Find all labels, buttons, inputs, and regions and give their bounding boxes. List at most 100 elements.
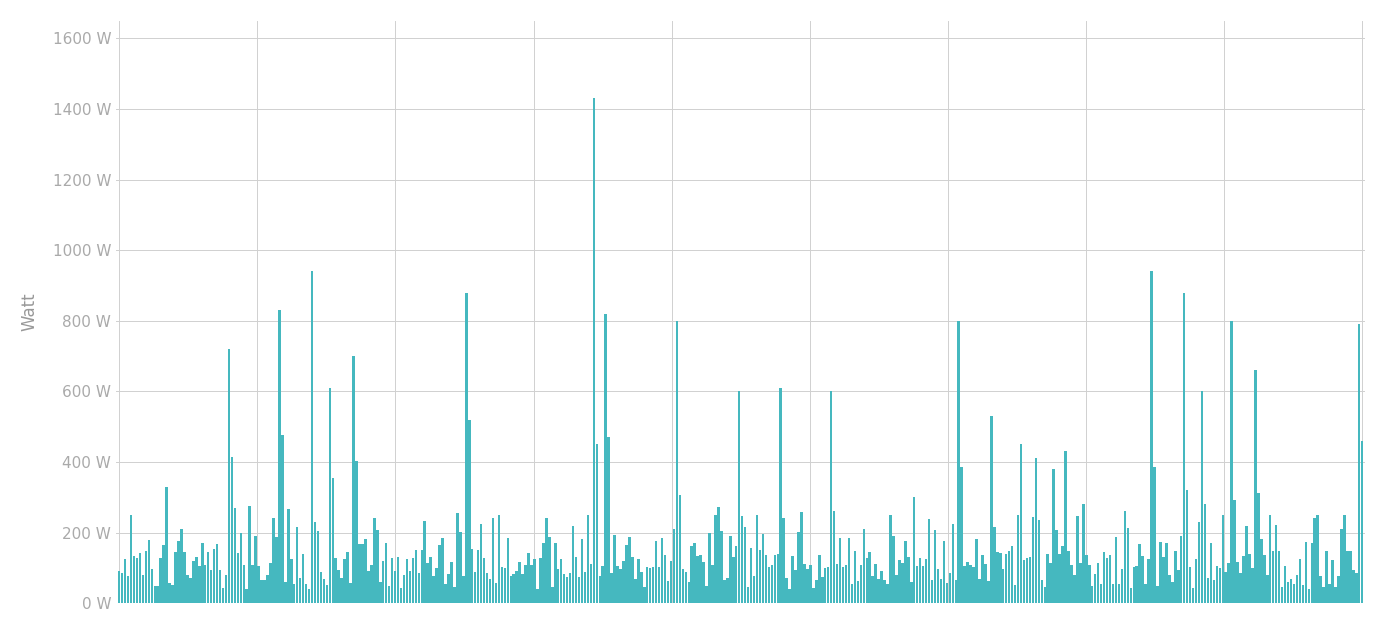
Bar	[1231, 321, 1234, 603]
Bar	[890, 515, 891, 603]
Bar	[818, 556, 821, 603]
Bar	[147, 540, 150, 603]
Bar	[1070, 565, 1073, 603]
Bar	[1263, 555, 1265, 603]
Bar	[462, 576, 464, 603]
Bar	[1124, 511, 1127, 603]
Bar	[284, 582, 287, 603]
Bar	[518, 562, 521, 603]
Bar	[1317, 515, 1319, 603]
Bar	[1062, 546, 1064, 603]
Bar	[276, 537, 277, 603]
Bar	[237, 553, 240, 603]
Bar	[1085, 555, 1088, 603]
Bar	[510, 576, 511, 603]
Bar	[958, 321, 960, 603]
Bar	[990, 416, 992, 603]
Bar	[1299, 559, 1301, 603]
Bar	[735, 546, 737, 603]
Bar	[1195, 559, 1198, 603]
Bar	[378, 582, 381, 603]
Bar	[703, 562, 705, 603]
Bar	[1275, 525, 1278, 603]
Bar	[1052, 469, 1055, 603]
Bar	[997, 552, 998, 603]
Bar	[1332, 560, 1333, 603]
Bar	[664, 555, 667, 603]
Bar	[658, 567, 660, 603]
Bar	[830, 391, 833, 603]
Bar	[302, 554, 305, 603]
Bar	[1346, 551, 1349, 603]
Bar	[1224, 572, 1227, 603]
Bar	[118, 571, 121, 603]
Bar	[1034, 458, 1037, 603]
Bar	[213, 549, 215, 603]
Bar	[911, 582, 912, 603]
Bar	[126, 575, 129, 603]
Bar	[263, 580, 266, 603]
Bar	[441, 538, 444, 603]
Bar	[708, 533, 711, 603]
Bar	[323, 579, 326, 603]
Bar	[1159, 542, 1161, 603]
Bar	[1236, 562, 1239, 603]
Bar	[385, 543, 388, 603]
Bar	[141, 575, 144, 603]
Bar	[165, 487, 168, 603]
Bar	[614, 536, 615, 603]
Bar	[696, 556, 699, 603]
Bar	[500, 567, 503, 603]
Bar	[596, 444, 599, 603]
Bar	[872, 576, 875, 603]
Bar	[355, 461, 358, 603]
Bar	[1148, 559, 1150, 603]
Bar	[628, 537, 631, 603]
Bar	[966, 562, 969, 603]
Bar	[240, 533, 243, 603]
Bar	[1198, 522, 1200, 603]
Bar	[477, 550, 480, 603]
Bar	[1096, 563, 1099, 603]
Bar	[536, 589, 539, 603]
Bar	[344, 559, 346, 603]
Bar	[1207, 578, 1209, 603]
Bar	[1013, 586, 1016, 603]
Bar	[679, 496, 681, 603]
Bar	[844, 565, 847, 603]
Bar	[927, 520, 930, 603]
Bar	[1114, 537, 1117, 603]
Bar	[578, 577, 581, 603]
Bar	[599, 576, 602, 603]
Bar	[1153, 467, 1156, 603]
Bar	[620, 569, 622, 603]
Bar	[687, 582, 690, 603]
Bar	[1213, 580, 1216, 603]
Bar	[827, 567, 829, 603]
Bar	[373, 518, 376, 603]
Bar	[685, 572, 687, 603]
Bar	[865, 558, 868, 603]
Bar	[313, 522, 316, 603]
Bar	[762, 534, 764, 603]
Bar	[952, 523, 954, 603]
Bar	[341, 578, 342, 603]
Bar	[807, 569, 808, 603]
Bar	[765, 556, 768, 603]
Bar	[492, 518, 495, 603]
Bar	[396, 556, 399, 603]
Bar	[1200, 391, 1203, 603]
Bar	[1109, 555, 1112, 603]
Bar	[1349, 551, 1351, 603]
Bar	[1132, 567, 1135, 603]
Bar	[391, 558, 394, 603]
Bar	[1059, 555, 1060, 603]
Bar	[1094, 574, 1096, 603]
Bar	[700, 555, 701, 603]
Bar	[1127, 528, 1130, 603]
Bar	[331, 478, 334, 603]
Bar	[432, 577, 435, 603]
Bar	[869, 552, 870, 603]
Bar	[370, 565, 373, 603]
Bar	[420, 549, 423, 603]
